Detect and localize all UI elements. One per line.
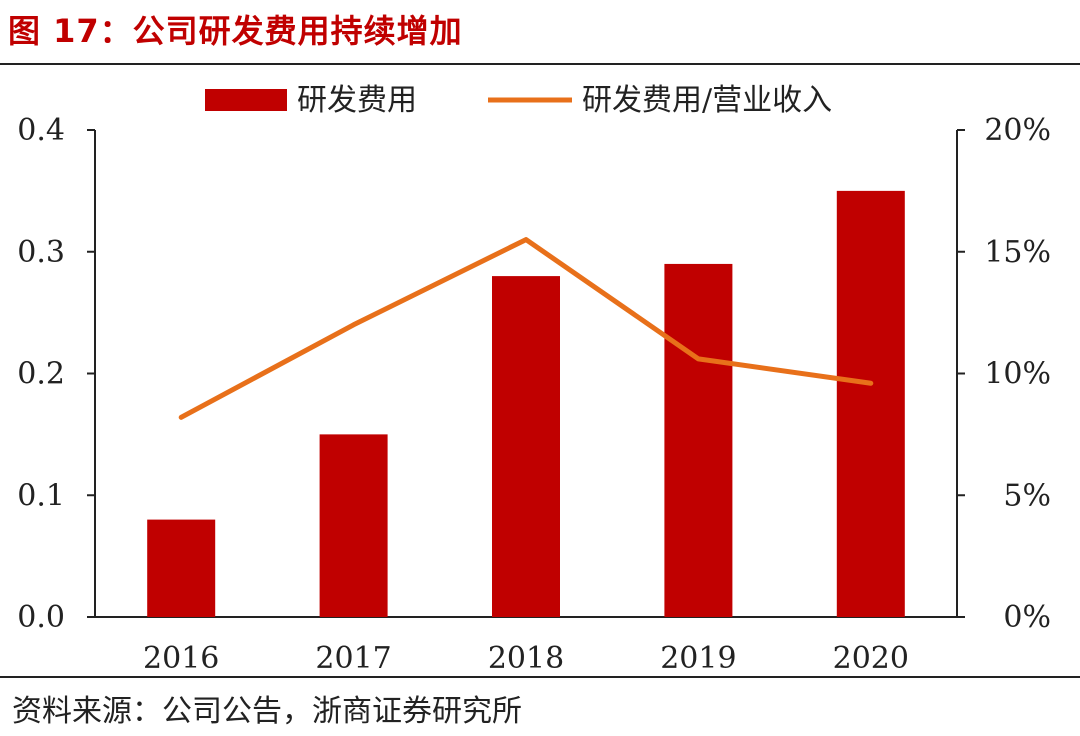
bar [147, 519, 216, 617]
legend-bar-label: 研发费用 [297, 83, 417, 118]
bar [836, 190, 905, 617]
y-right-tick-label: 5% [1003, 478, 1051, 513]
y-left-tick-label: 0.1 [17, 478, 65, 513]
x-tick-label: 2020 [833, 641, 909, 676]
bar [492, 276, 560, 617]
y-right-tick-label: 0% [1003, 600, 1051, 635]
y-left-tick-label: 0.0 [17, 600, 65, 635]
line-point [524, 237, 528, 242]
line-point [351, 322, 356, 327]
x-tick-label: 2016 [143, 641, 219, 676]
source-rule [0, 676, 1080, 678]
legend-bar-swatch [205, 89, 287, 111]
legend-line-label: 研发费用/营业收入 [582, 83, 832, 118]
title-rule [0, 63, 1080, 65]
y-right-tick-label: 10% [984, 357, 1051, 392]
line-point [868, 381, 873, 386]
bar [664, 263, 733, 617]
x-tick-label: 2017 [315, 641, 391, 676]
line-point [696, 356, 701, 361]
source-note: 资料来源：公司公告，浙商证券研究所 [12, 694, 522, 729]
y-right-tick-label: 20% [984, 113, 1051, 148]
line-point [179, 415, 184, 420]
y-left-tick-label: 0.4 [17, 113, 65, 148]
bar [319, 434, 388, 617]
x-tick-label: 2019 [660, 641, 736, 676]
x-tick-label: 2018 [488, 641, 564, 676]
y-left-tick-label: 0.3 [17, 235, 65, 270]
y-right-tick-label: 15% [984, 235, 1051, 270]
figure-title: 图 17：公司研发费用持续增加 [8, 12, 463, 50]
y-left-tick-label: 0.2 [17, 357, 65, 392]
